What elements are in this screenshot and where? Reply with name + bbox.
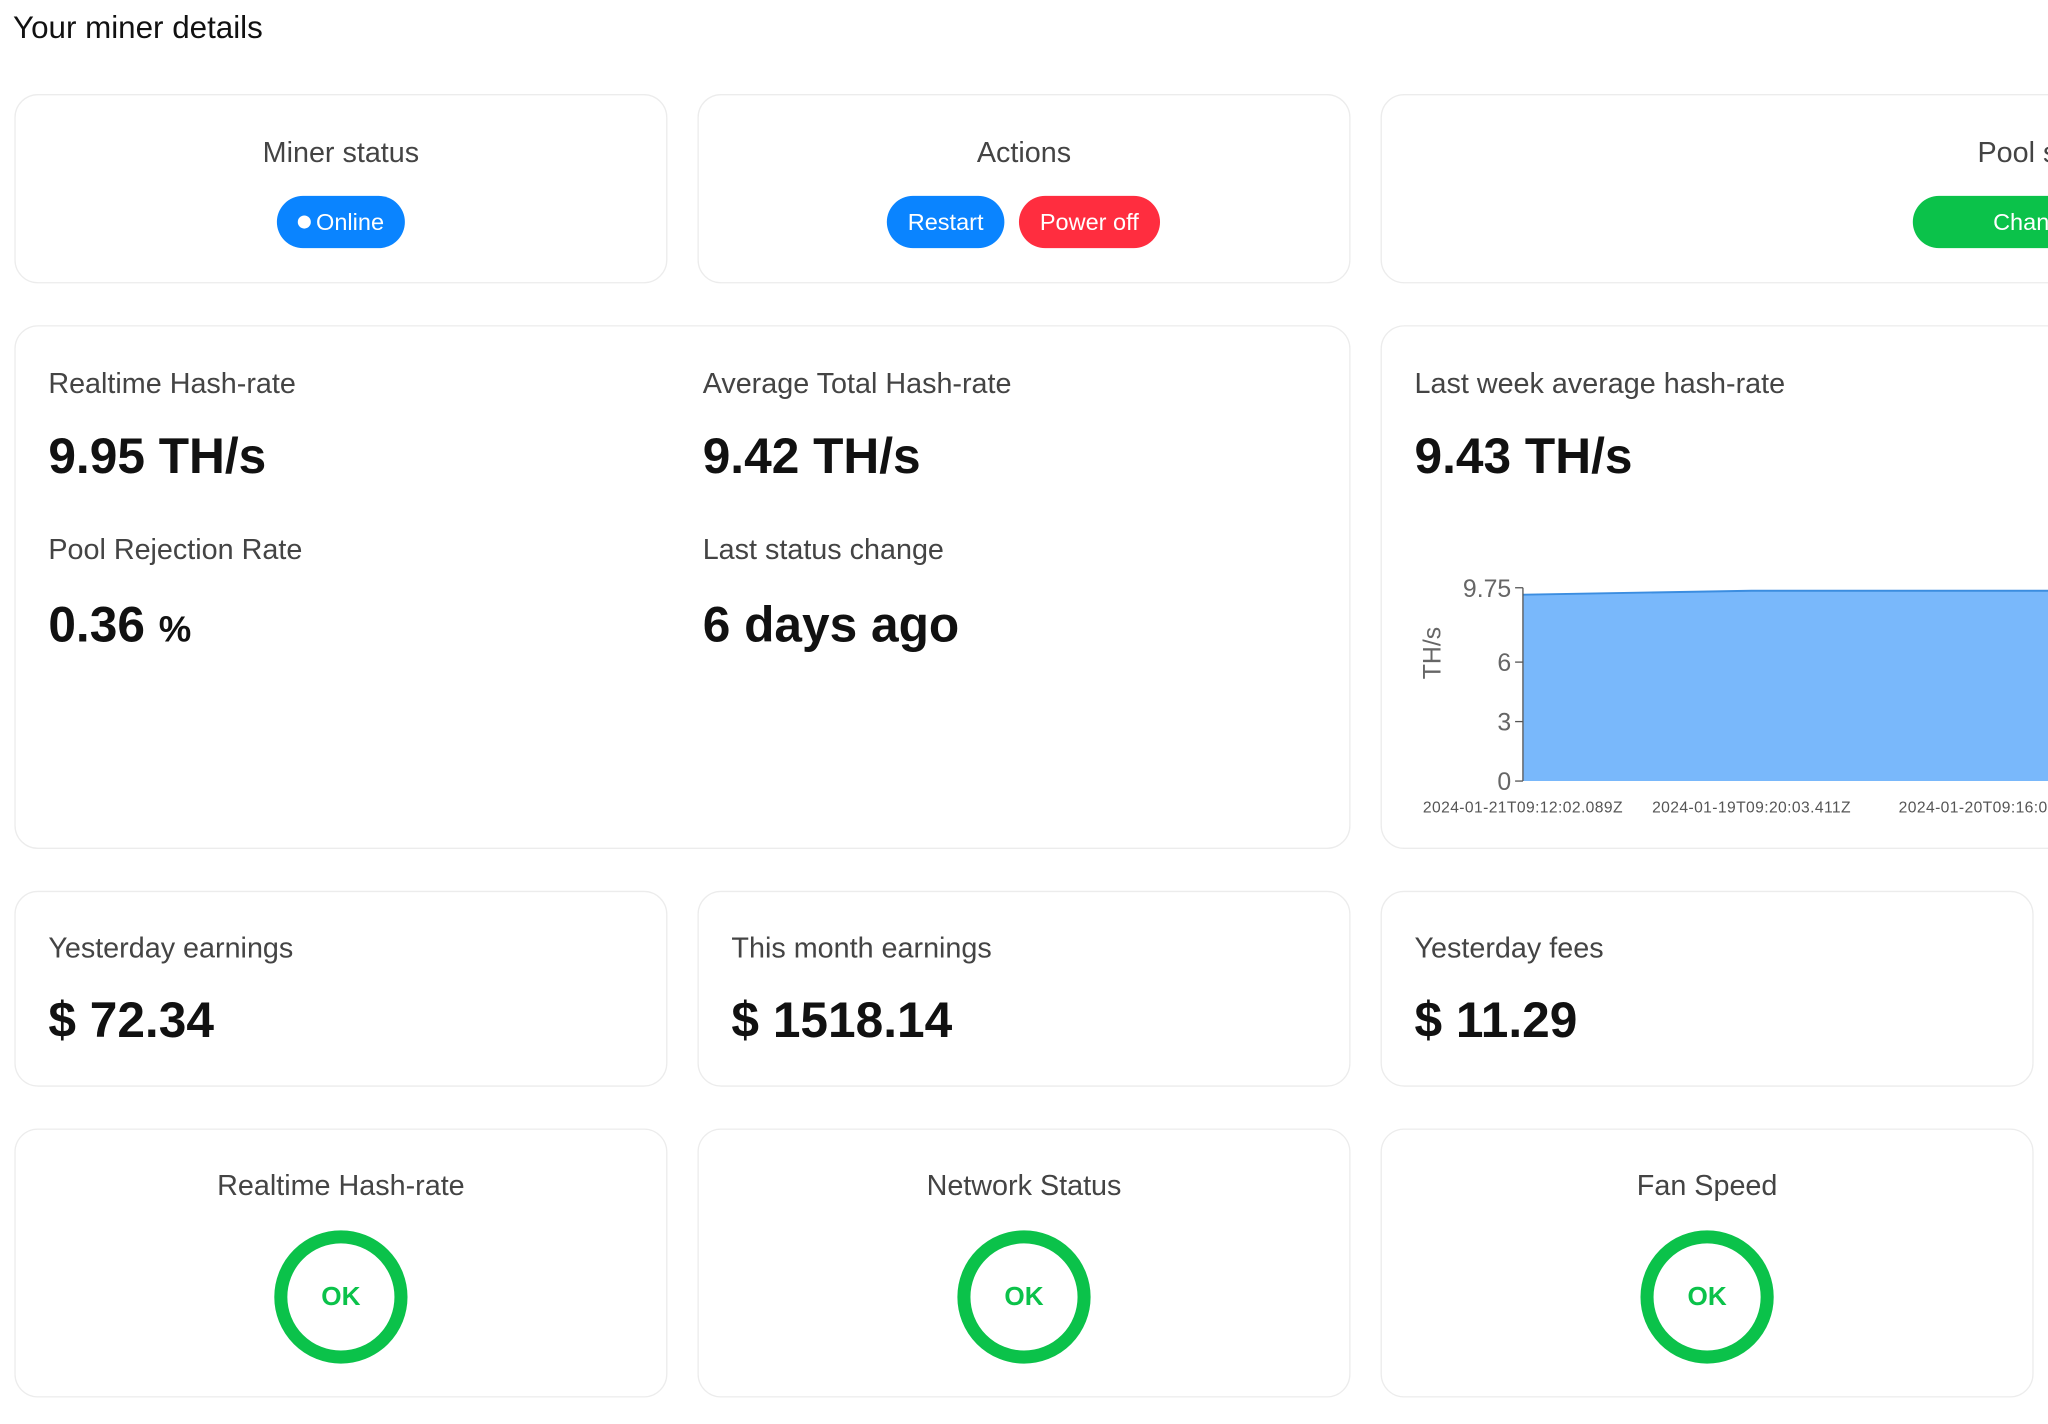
pool-card [1380, 94, 2048, 284]
earnings-card [697, 890, 1351, 1087]
status-ring: OK [1640, 1230, 1774, 1364]
earnings-value: $ 11.29 [1414, 993, 1578, 1049]
status-dot [297, 215, 311, 229]
earnings-card [14, 890, 668, 1087]
stat-label: Realtime Hash-rate [48, 367, 296, 400]
stat-value: 9.42 TH/s [702, 429, 921, 485]
change-pool-button[interactable]: Change pool [1912, 195, 2048, 249]
health-title: Network Status [926, 1168, 1122, 1202]
stat-value: 9.43 TH/s [1414, 429, 1633, 485]
y-axis-label: TH/s [1420, 627, 1447, 679]
status-card [14, 94, 668, 284]
card-title: Miner status [262, 135, 420, 169]
area [1522, 590, 2048, 782]
status-ring: OK [274, 1230, 408, 1364]
hashrate-card [14, 325, 1351, 849]
y-tick-label: 9.75 [1463, 576, 1511, 603]
stat-value: 0.36 % [48, 601, 191, 651]
health-title: Fan Speed [1636, 1168, 1778, 1202]
stat-value: 9.95 TH/s [48, 429, 267, 485]
value: 0.36 [48, 598, 145, 654]
x-tick-label: 2024-01-20T09:16:02. [1899, 799, 2048, 816]
stat-label: Average Total Hash-rate [702, 367, 1012, 400]
earnings-label: This month earnings [731, 931, 992, 964]
status-badge: Online [276, 195, 405, 249]
x-tick-label: 2024-01-19T09:20:03.411Z [1652, 799, 1851, 816]
x-tick-label: 2024-01-21T09:12:02.089Z [1423, 799, 1623, 816]
earnings-value: $ 1518.14 [731, 993, 953, 1049]
earnings-label: Yesterday fees [1414, 931, 1604, 964]
stat-label: Last week average hash-rate [1414, 367, 1786, 400]
card-title: Pool settings [1977, 135, 2048, 169]
unit: % [158, 608, 192, 650]
y-tick-label: 6 [1497, 650, 1511, 677]
y-tick-label: 0 [1497, 769, 1511, 796]
stat-label: Last status change [702, 532, 944, 566]
earnings-value: $ 72.34 [48, 993, 214, 1049]
y-tick-label: 3 [1497, 710, 1511, 737]
area-line [1522, 589, 2048, 596]
card-title: Actions [976, 135, 1072, 169]
stat-value: 6 days ago [702, 598, 960, 654]
health-title: Realtime Hash-rate [217, 1168, 465, 1202]
page-title: Your miner details [13, 10, 263, 46]
power-off-button[interactable]: Power off [1018, 195, 1160, 249]
badge-text: Online [316, 208, 385, 236]
actions-card [697, 94, 1351, 284]
earnings-card [1380, 890, 2034, 1087]
earnings-label: Yesterday earnings [48, 931, 294, 964]
status-ring: OK [957, 1230, 1091, 1364]
stat-label: Pool Rejection Rate [48, 532, 303, 566]
restart-button[interactable]: Restart [886, 195, 1005, 249]
